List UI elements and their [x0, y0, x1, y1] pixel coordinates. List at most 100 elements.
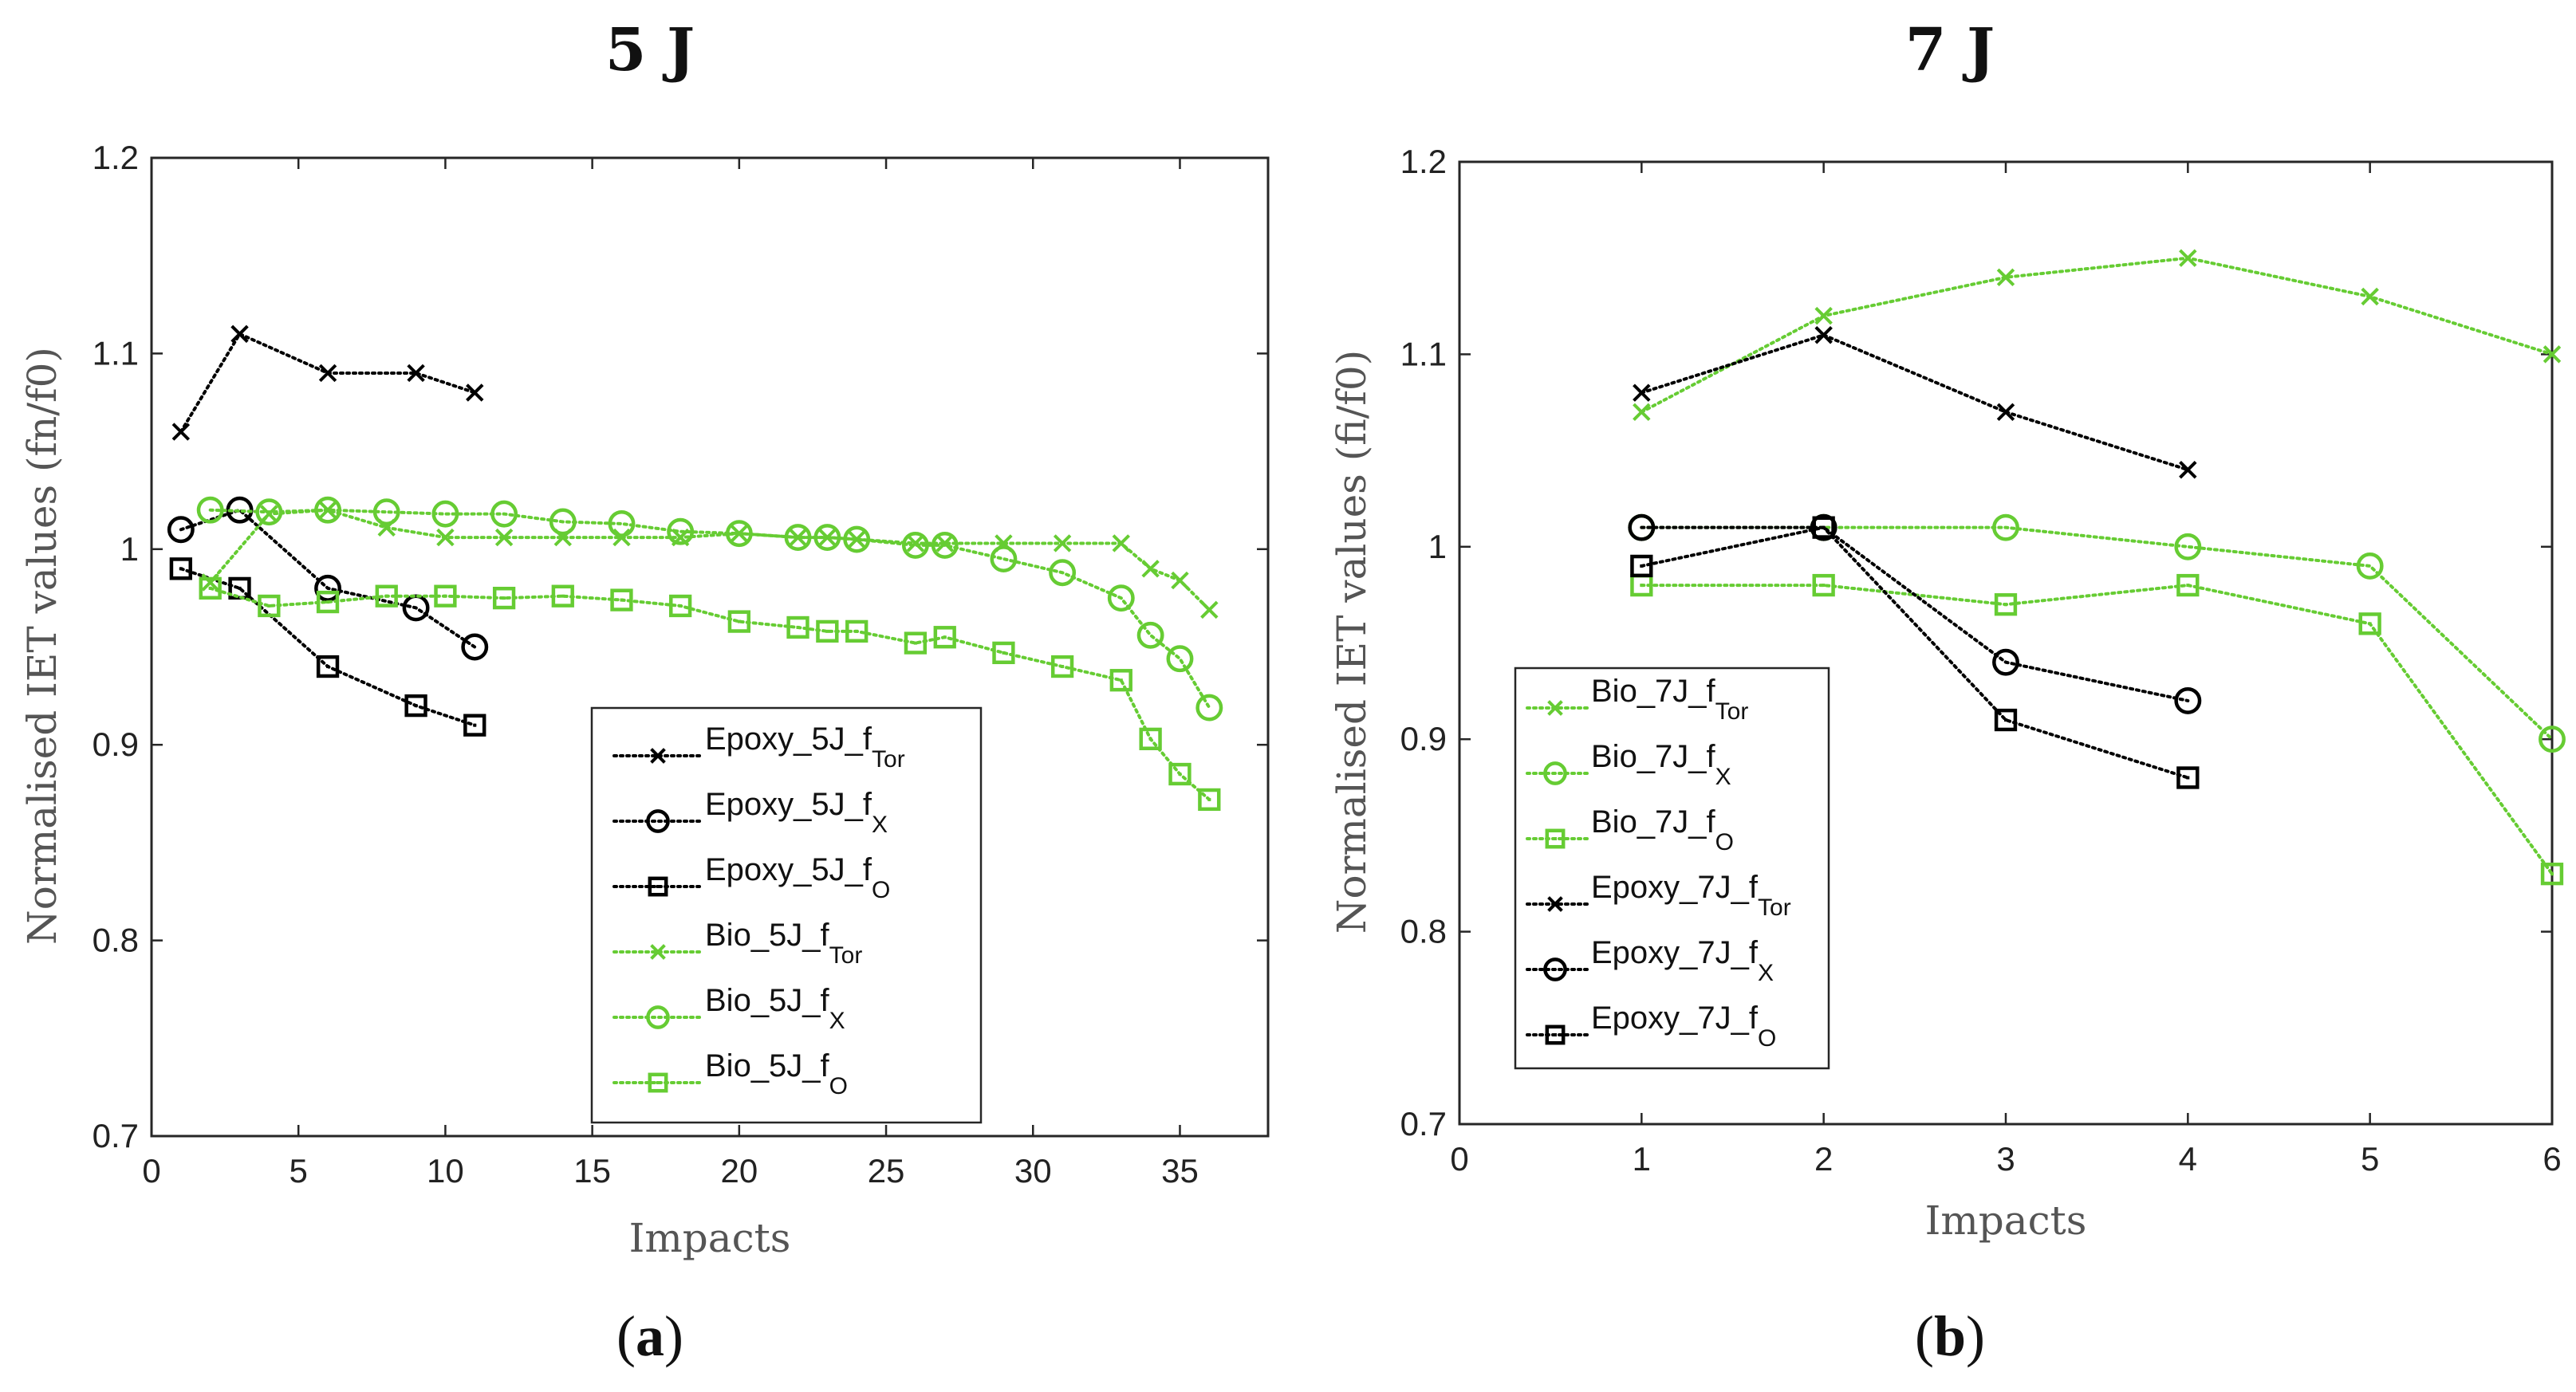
- legend-label: Epoxy_5J_fX: [705, 787, 888, 838]
- data-point: [404, 694, 427, 718]
- legend-entry: Epoxy_7J_fO: [1526, 1001, 1776, 1052]
- data-point: [230, 324, 249, 344]
- legend-marker: [646, 809, 670, 833]
- series-bio_5j_fo: [199, 576, 1221, 812]
- data-point: [1996, 268, 2015, 287]
- data-point: [1628, 513, 1656, 541]
- data-point: [1200, 600, 1219, 619]
- data-point: [316, 590, 340, 614]
- legend-marker: [650, 944, 666, 960]
- data-point: [813, 524, 841, 552]
- series-line: [1640, 525, 2190, 702]
- legend-entry: Bio_5J_fTor: [612, 918, 862, 969]
- data-point: [466, 383, 484, 402]
- legend-box-7j: [1514, 667, 1830, 1070]
- data-point: [431, 500, 459, 528]
- x-tick-label: 15: [573, 1152, 611, 1189]
- data-point: [906, 534, 925, 552]
- legend-marker: [646, 1005, 670, 1029]
- data-point: [1168, 762, 1191, 786]
- legend-marker: [1543, 761, 1567, 785]
- data-point: [407, 364, 425, 383]
- data-point: [933, 626, 956, 649]
- y-axis-label-7j: Normalised IET values (fi/f0): [1329, 350, 1375, 934]
- data-point: [1814, 306, 1833, 325]
- y-tick-label: 1.1: [1400, 335, 1447, 372]
- data-point: [1633, 383, 1651, 402]
- series-line: [1640, 256, 2554, 414]
- data-point: [2358, 612, 2381, 635]
- data-point: [2179, 249, 2197, 267]
- legend-marker: [1545, 828, 1566, 849]
- x-tick-label: 0: [1450, 1140, 1468, 1178]
- legend-entry: Bio_7J_fX: [1526, 739, 1731, 790]
- chart-7j: 7 J 0 1 2 3 4 5 6 0.7 0.8 0.9 1 1.1 1.2 Impacts Norm…: [1329, 16, 2566, 1368]
- series-line: [1640, 584, 2554, 876]
- legend-entry: Epoxy_7J_fTor: [1526, 870, 1791, 921]
- data-point: [725, 520, 753, 548]
- data-point: [990, 545, 1018, 573]
- data-point: [1141, 560, 1160, 578]
- data-point: [551, 584, 574, 608]
- data-point: [375, 584, 398, 608]
- data-point: [931, 531, 959, 559]
- data-point: [1171, 571, 1189, 590]
- legend-label: Epoxy_5J_fTor: [705, 722, 905, 773]
- y-tick-label: 1: [120, 530, 139, 568]
- legend-entry: Epoxy_5J_fO: [612, 852, 890, 903]
- data-point: [2179, 461, 2197, 479]
- legend-entry: Bio_5J_fX: [612, 983, 845, 1034]
- series-group-5j: [167, 324, 1223, 812]
- axis-ticks-7j: 0 1 2 3 4 5 6 0.7 0.8 0.9 1 1.1 1.2: [1400, 143, 2562, 1178]
- data-point: [1109, 669, 1132, 692]
- data-point: [1812, 516, 1835, 539]
- y-axis-label-5j: Normalised IET values (fn/f0): [19, 347, 65, 945]
- data-point: [434, 584, 457, 608]
- data-point: [314, 496, 342, 524]
- data-point: [549, 508, 577, 536]
- series-epoxy_7j_fo: [1630, 516, 2200, 789]
- legend-marker: [1547, 896, 1563, 912]
- y-tick-label: 1.2: [1400, 143, 1447, 180]
- data-point: [258, 594, 281, 618]
- y-tick-label: 1: [1428, 528, 1447, 565]
- data-point: [2174, 686, 2202, 714]
- x-tick-label: 1: [1633, 1140, 1651, 1178]
- x-axis-label-7j: Impacts: [1925, 1197, 2087, 1244]
- legend-5j: Epoxy_5J_fTor Epoxy_5J_fX Epoxy_5J_fO Bio_5…: [590, 706, 983, 1124]
- x-tick-label: 5: [2361, 1140, 2379, 1178]
- y-tick-label: 0.9: [93, 725, 139, 763]
- legend-label: Epoxy_5J_fO: [705, 852, 890, 903]
- y-tick-label: 1.2: [93, 139, 139, 176]
- legend-label: Epoxy_7J_fO: [1591, 1001, 1776, 1052]
- legend-marker: [1545, 1024, 1566, 1045]
- x-tick-label: 2: [1814, 1140, 1833, 1178]
- data-point: [167, 516, 195, 544]
- data-point: [845, 619, 869, 643]
- data-point: [2543, 345, 2562, 364]
- y-tick-label: 0.8: [93, 922, 139, 959]
- data-point: [1630, 554, 1653, 578]
- legend-label: Bio_5J_fO: [705, 1048, 848, 1099]
- data-point: [1994, 593, 2018, 616]
- series-epoxy_7j_ftor: [1633, 326, 2197, 479]
- data-point: [1107, 584, 1135, 612]
- x-tick-label: 3: [1996, 1140, 2015, 1178]
- legend-label: Epoxy_7J_fTor: [1591, 870, 1791, 921]
- data-point: [463, 714, 486, 737]
- legend-entry: Epoxy_5J_fTor: [612, 722, 905, 773]
- legend-7j: Bio_7J_fTor Bio_7J_fX Bio_7J_fO Epoxy_7J_fT…: [1514, 667, 1830, 1070]
- x-tick-label: 20: [720, 1152, 758, 1189]
- series-epoxy_7j_fx: [1628, 513, 2202, 714]
- data-point: [786, 615, 809, 639]
- legend-label: Bio_5J_fTor: [705, 918, 862, 969]
- data-point: [904, 631, 928, 655]
- data-point: [2176, 766, 2200, 789]
- legend-label: Bio_7J_fX: [1591, 739, 1731, 790]
- data-point: [2356, 552, 2384, 580]
- data-point: [667, 517, 695, 545]
- y-tick-label: 0.7: [1400, 1105, 1447, 1142]
- data-point: [784, 524, 812, 552]
- x-tick-label: 25: [868, 1152, 905, 1189]
- data-point: [669, 594, 692, 618]
